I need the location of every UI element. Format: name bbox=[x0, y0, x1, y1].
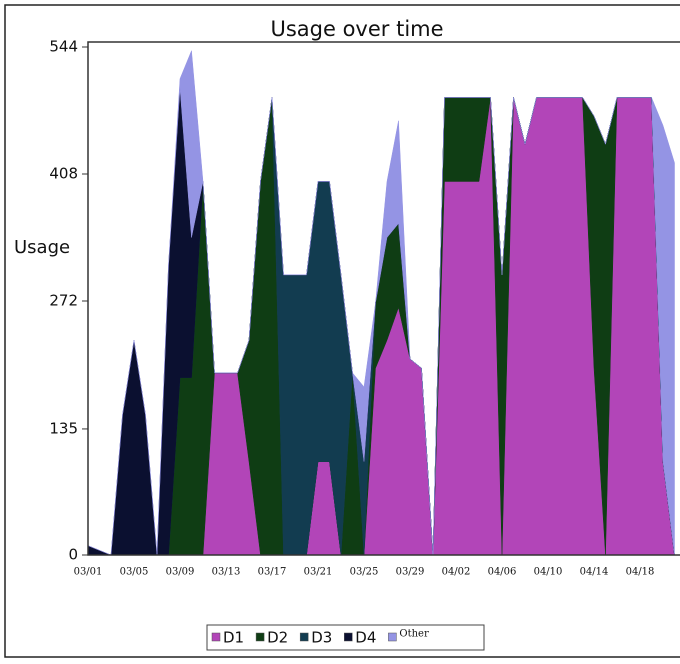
x-tick-label: 03/13 bbox=[212, 567, 241, 578]
x-tick-label: 03/17 bbox=[258, 567, 287, 578]
legend-label: D1 bbox=[223, 629, 244, 647]
plot-border bbox=[87, 41, 680, 556]
legend-label: D4 bbox=[355, 629, 376, 647]
x-tick-label: 04/18 bbox=[626, 567, 655, 578]
legend-label: D3 bbox=[311, 629, 332, 647]
y-axis-label: Usage bbox=[14, 237, 70, 258]
x-tick-label: 03/01 bbox=[74, 567, 103, 578]
legend-label: Other bbox=[399, 629, 429, 640]
x-tick-label: 03/25 bbox=[350, 567, 379, 578]
chart-title: Usage over time bbox=[270, 17, 443, 41]
legend-swatch bbox=[299, 632, 309, 642]
legend-swatch bbox=[255, 632, 265, 642]
y-tick-label: 272 bbox=[49, 292, 78, 310]
legend-label: D2 bbox=[267, 629, 288, 647]
legend-swatch bbox=[344, 632, 353, 642]
x-tick-label: 04/14 bbox=[580, 567, 609, 578]
legend-swatch bbox=[211, 632, 221, 642]
x-tick-label: 04/06 bbox=[488, 567, 517, 578]
area bbox=[87, 50, 675, 556]
y-tick-label: 408 bbox=[49, 165, 78, 183]
x-tick-label: 03/05 bbox=[120, 567, 149, 578]
y-tick-label: 544 bbox=[49, 38, 78, 56]
x-tick-label: 03/09 bbox=[166, 567, 195, 578]
y-tick-label: 0 bbox=[68, 546, 78, 564]
x-tick-label: 03/21 bbox=[304, 567, 333, 578]
x-tick-label: 04/02 bbox=[442, 567, 471, 578]
y-tick-label: 135 bbox=[49, 419, 78, 437]
x-tick-label: 03/29 bbox=[396, 567, 425, 578]
x-tick-label: 04/10 bbox=[534, 567, 563, 578]
legend-swatch bbox=[388, 632, 397, 642]
legend-items: D1 D2 D3 D4 Other bbox=[211, 629, 429, 647]
